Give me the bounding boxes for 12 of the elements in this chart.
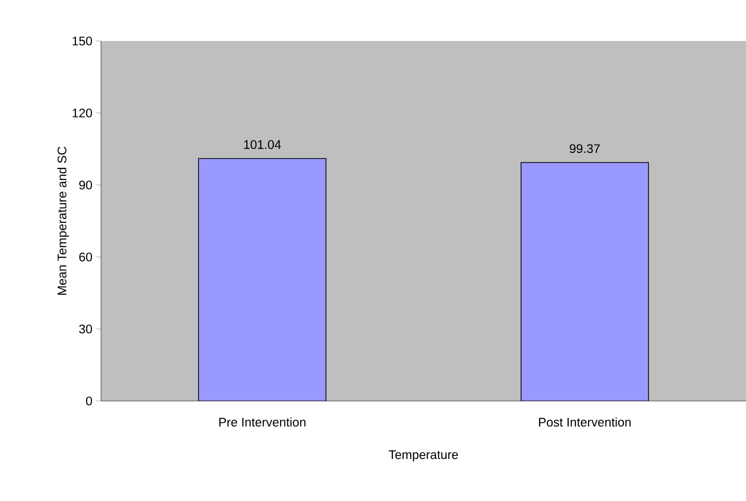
y-tick-label: 0 (86, 396, 92, 406)
y-axis-title: Mean Temperature and SC (57, 146, 69, 295)
data-label: 101.04 (244, 140, 281, 149)
x-axis-title: Temperature (388, 450, 458, 462)
y-tick-label: 150 (72, 36, 92, 46)
y-tick-label: 120 (72, 108, 92, 118)
x-tick-label: Pre Intervention (219, 417, 306, 427)
x-tick-label: Post Intervention (539, 417, 631, 427)
y-tick-label: 30 (79, 324, 92, 334)
data-label: 99.37 (570, 144, 600, 153)
y-tick-label: 90 (79, 180, 92, 190)
y-tick-label: 60 (79, 252, 92, 262)
